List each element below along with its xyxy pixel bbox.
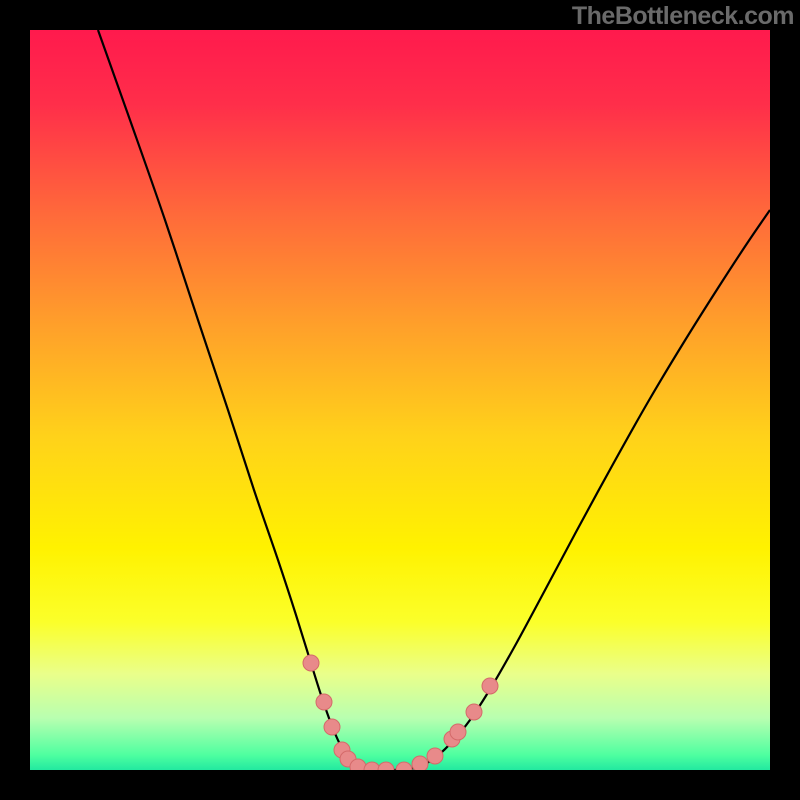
- data-marker: [427, 748, 443, 764]
- plot-background: [30, 30, 770, 770]
- chart-svg: [0, 0, 800, 800]
- data-marker: [466, 704, 482, 720]
- plot-group: [30, 30, 770, 778]
- data-marker: [316, 694, 332, 710]
- data-marker: [324, 719, 340, 735]
- chart-frame: TheBottleneck.com: [0, 0, 800, 800]
- data-marker: [412, 756, 428, 772]
- data-marker: [303, 655, 319, 671]
- data-marker: [450, 724, 466, 740]
- data-marker: [482, 678, 498, 694]
- watermark-text: TheBottleneck.com: [572, 2, 794, 31]
